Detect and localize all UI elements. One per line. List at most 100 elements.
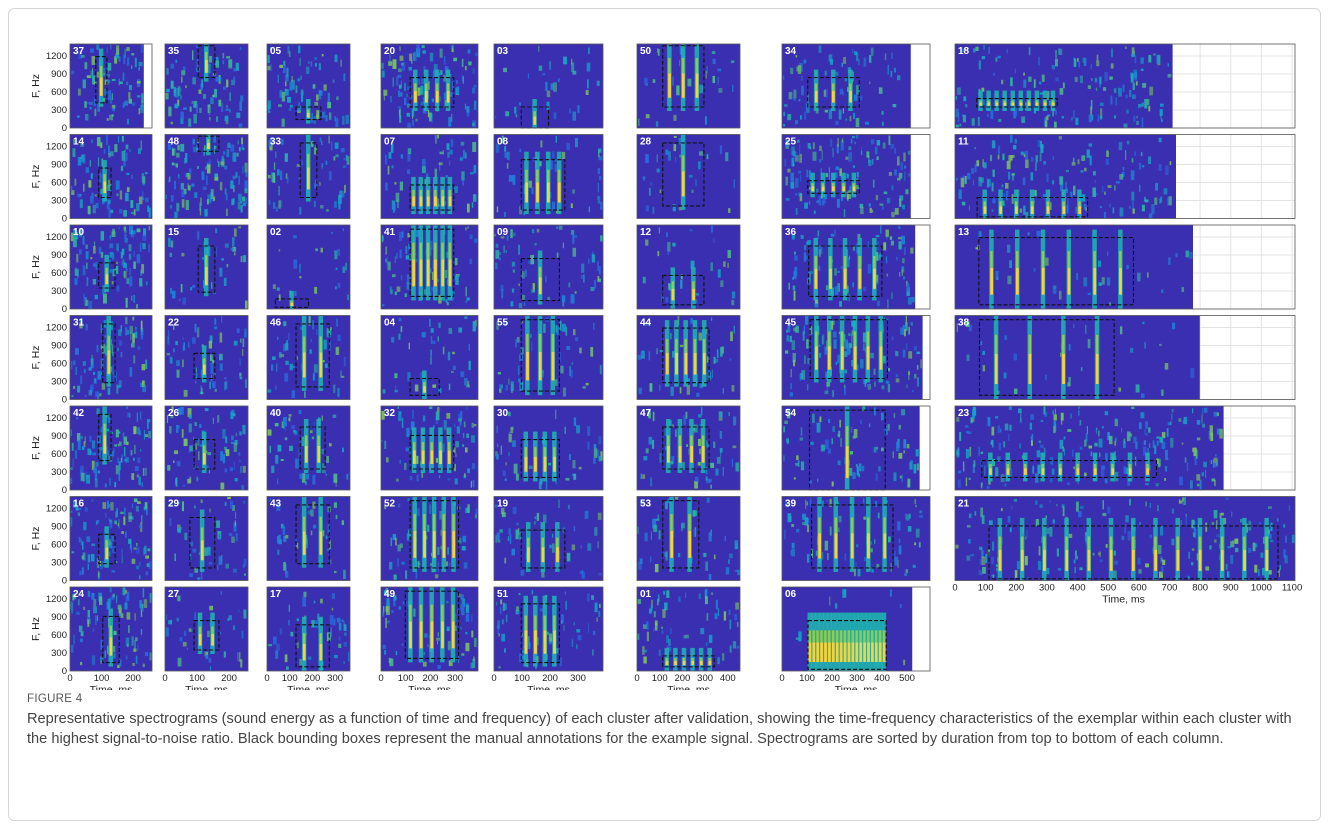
noise (472, 480, 475, 488)
signal-mid (205, 52, 208, 61)
noise (804, 355, 806, 365)
noise (175, 424, 179, 433)
noise (90, 173, 93, 179)
noise (171, 148, 175, 156)
noise (1199, 479, 1202, 490)
signal-mid (553, 615, 556, 631)
noise (1005, 190, 1009, 201)
noise (497, 372, 502, 375)
noise (344, 632, 347, 636)
noise (391, 165, 394, 169)
noise (175, 479, 177, 485)
noise (894, 550, 896, 560)
noise (109, 98, 113, 104)
noise (171, 406, 174, 412)
noise (78, 625, 83, 632)
noise (856, 178, 859, 182)
noise (819, 145, 822, 151)
noise (301, 436, 305, 447)
noise (202, 94, 206, 99)
noise (92, 628, 95, 633)
noise (832, 390, 835, 398)
noise (901, 235, 906, 245)
noise (1046, 568, 1050, 575)
noise (435, 135, 437, 144)
noise (1013, 107, 1018, 117)
noise (132, 102, 136, 106)
noise (431, 118, 433, 124)
noise (427, 109, 430, 118)
y-tick-label: 900 (51, 522, 67, 533)
noise (870, 47, 874, 56)
noise (712, 75, 716, 84)
noise (803, 244, 807, 251)
annotation-box (98, 533, 116, 565)
noise (181, 252, 185, 257)
noise (125, 531, 127, 538)
noise (417, 47, 421, 54)
noise (706, 440, 708, 447)
noise (1054, 58, 1058, 67)
noise (1268, 570, 1272, 575)
signal-mid (667, 435, 670, 446)
noise (391, 610, 394, 614)
noise (959, 431, 962, 441)
noise (496, 453, 499, 460)
noise (905, 322, 908, 331)
noise (1261, 567, 1265, 576)
noise (281, 138, 284, 145)
noise (324, 363, 328, 368)
noise (283, 343, 287, 352)
noise (120, 613, 124, 619)
axes-frame (781, 496, 931, 581)
noise (116, 508, 118, 518)
noise (867, 263, 872, 274)
noise (235, 432, 237, 437)
signal-mid (832, 183, 835, 187)
noise (856, 171, 859, 178)
noise (1189, 480, 1193, 489)
noise (197, 451, 200, 461)
noise (876, 139, 881, 146)
noise (662, 609, 666, 618)
noise (113, 653, 116, 659)
noise (1011, 173, 1015, 176)
noise (455, 441, 460, 448)
noise (185, 85, 187, 89)
signal-core (882, 642, 886, 663)
noise (296, 618, 300, 622)
noise (1021, 116, 1026, 123)
noise (830, 321, 834, 330)
noise (117, 457, 120, 463)
noise (516, 522, 519, 526)
noise (335, 514, 338, 520)
axes-frame (493, 134, 604, 219)
noise (398, 411, 402, 422)
noise (90, 195, 94, 204)
noise (698, 332, 703, 341)
noise (824, 70, 827, 76)
noise (197, 577, 201, 580)
noise (907, 526, 912, 532)
noise (285, 534, 289, 539)
y-tick-label: 1200 (46, 323, 67, 334)
noise (182, 297, 186, 305)
noise (313, 364, 318, 373)
noise (818, 265, 821, 271)
noise (130, 229, 134, 235)
noise (1003, 441, 1006, 448)
noise (420, 101, 425, 106)
noise (285, 564, 287, 574)
panel-id: 34 (785, 46, 797, 57)
noise (868, 160, 872, 167)
noise (401, 643, 404, 646)
noise (115, 560, 118, 564)
noise (792, 285, 796, 291)
noise (339, 190, 343, 198)
x-tick-label: 100 (189, 673, 205, 684)
signal-core (524, 456, 528, 472)
noise (325, 115, 328, 122)
noise (382, 644, 386, 650)
signal-core (979, 102, 983, 106)
noise (138, 524, 142, 529)
